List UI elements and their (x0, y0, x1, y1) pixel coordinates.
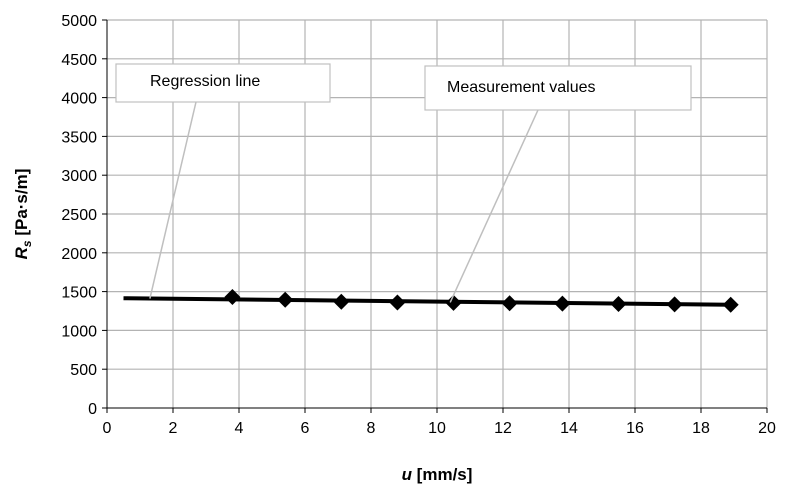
y-tick-label: 3000 (61, 168, 97, 185)
x-axis-title: u [mm/s] (402, 465, 473, 484)
x-axis-title-unit: [mm/s] (412, 465, 472, 484)
callout-leader (449, 109, 539, 303)
y-axis-title-sub: s (20, 240, 34, 247)
y-axis-title: Rs [Pa·s/m] (12, 169, 34, 260)
axes (102, 19, 768, 413)
y-tick-label: 1500 (61, 285, 97, 302)
callout-box (115, 63, 331, 103)
y-axis-title-unit: [Pa·s/m] (12, 169, 31, 241)
measurement-point (389, 294, 406, 311)
measurement-point (445, 294, 462, 311)
measurement-point (666, 296, 683, 313)
x-tick-label: 14 (560, 420, 578, 437)
x-tick-label: 12 (494, 420, 512, 437)
y-tick-label: 0 (88, 401, 97, 418)
x-tick-label: 16 (626, 420, 644, 437)
callout-leader (149, 101, 197, 299)
y-tick-label: 4000 (61, 91, 97, 108)
x-tick-label: 6 (301, 420, 310, 437)
callout-box (424, 65, 692, 111)
y-tick-label: 500 (70, 362, 97, 379)
x-tick-label: 20 (758, 420, 776, 437)
x-tick-label: 0 (103, 420, 112, 437)
y-tick-label: 1000 (61, 323, 97, 340)
callout-label: Measurement values (447, 79, 596, 96)
y-axis-title-main: R (12, 246, 31, 259)
y-tick-label: 2500 (61, 207, 97, 224)
measurement-point (224, 289, 241, 306)
x-tick-label: 8 (367, 420, 376, 437)
measurement-point (722, 296, 739, 313)
y-tick-label: 3500 (61, 129, 97, 146)
x-tick-label: 4 (235, 420, 244, 437)
x-tick-label: 10 (428, 420, 446, 437)
measurement-point (554, 295, 571, 312)
tick-labels: 0 2 4 6 8 10 12 14 16 18 20 0 500 1000 1500 2000 2500 300… (61, 13, 776, 437)
x-tick-label: 18 (692, 420, 710, 437)
series-layer (123, 289, 739, 313)
y-tick-label: 2000 (61, 246, 97, 263)
y-tick-label: 5000 (61, 13, 97, 30)
callout-label: Regression line (150, 73, 260, 90)
measurement-point (277, 291, 294, 308)
regression-line (123, 296, 731, 307)
measurement-point (610, 296, 627, 313)
measurement-point (333, 293, 350, 310)
x-tick-label: 2 (169, 420, 178, 437)
measurement-point (501, 295, 518, 312)
x-axis-title-main: u (402, 465, 413, 484)
y-tick-label: 4500 (61, 52, 97, 69)
callouts: Regression line Measurement values (115, 63, 692, 303)
